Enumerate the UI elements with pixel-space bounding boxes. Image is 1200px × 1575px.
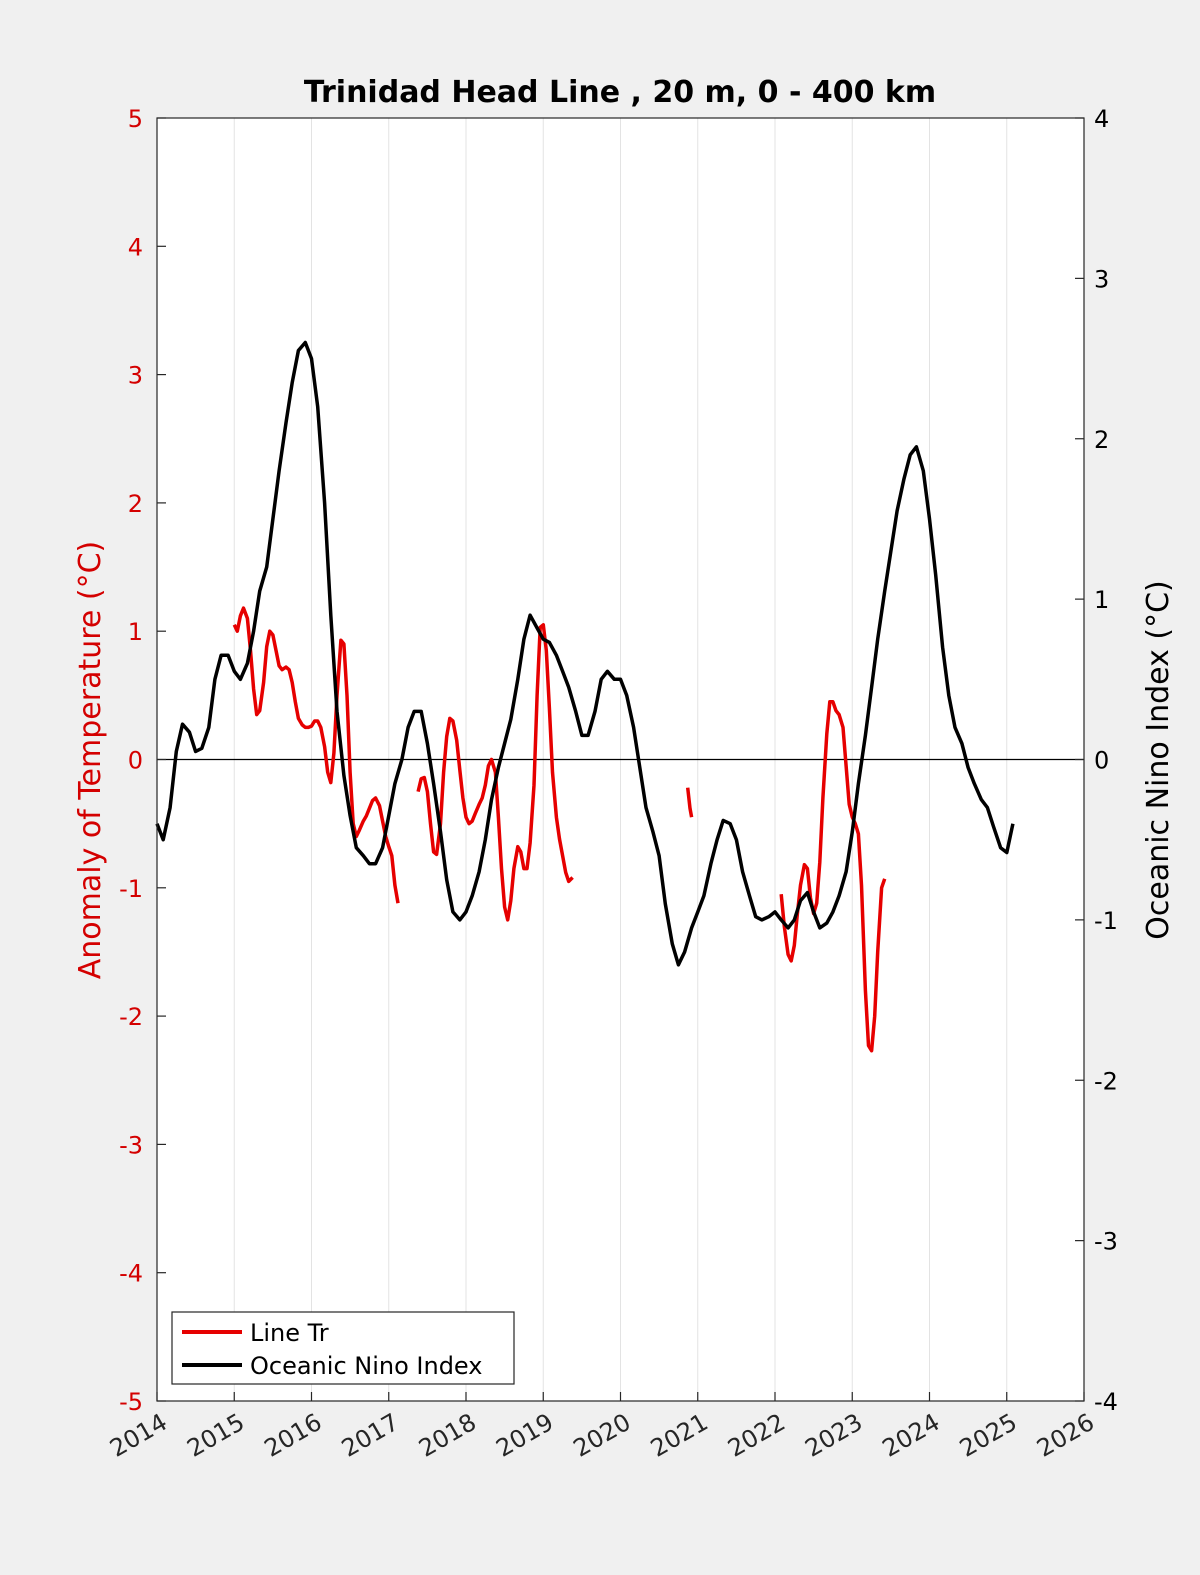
y-left-tick-label-4: 4 [128, 233, 143, 261]
y-axis-left-title: Anomaly of Temperature (°C) [73, 541, 108, 980]
x-tick-label-2015: 2015 [182, 1408, 249, 1463]
x-tick-label-2023: 2023 [800, 1408, 867, 1463]
x-tick-label-2025: 2025 [955, 1408, 1022, 1463]
series-oceanic-nino-index [155, 340, 1015, 967]
y-left-tick-label--3: -3 [119, 1131, 143, 1159]
x-tick-label-2020: 2020 [569, 1408, 636, 1463]
legend: Line Tr Oceanic Nino Index [171, 1311, 515, 1385]
y-left-tick-label-0: 0 [128, 747, 143, 775]
y-right-tick-label-1: 1 [1094, 586, 1109, 614]
legend-label-oni: Oceanic Nino Index [250, 1352, 482, 1380]
x-tick-label-2021: 2021 [646, 1408, 713, 1463]
y-right-tick-label-3: 3 [1094, 265, 1109, 293]
legend-label-line-tr: Line Tr [250, 1319, 329, 1347]
x-tick-label-2016: 2016 [260, 1408, 327, 1463]
series-line-tr-segment-2 [685, 787, 694, 818]
legend-box [171, 1311, 515, 1385]
y-right-tick-label-4: 4 [1094, 105, 1109, 133]
y-left-tick-label-3: 3 [128, 362, 143, 390]
series-group [155, 340, 1015, 1053]
y-right-tick-label--3: -3 [1094, 1228, 1118, 1256]
series-line-tr-segment-1 [416, 623, 574, 922]
chart-title: Trinidad Head Line , 20 m, 0 - 400 km [304, 75, 936, 110]
y-left-tick-label--5: -5 [119, 1388, 143, 1416]
y-left-tick-label--1: -1 [119, 875, 143, 903]
series-line-tr-segment-0 [232, 606, 400, 904]
y-right-tick-label--4: -4 [1094, 1388, 1118, 1416]
y-left-tick-label-5: 5 [128, 105, 143, 133]
x-tick-label-2014: 2014 [105, 1408, 172, 1463]
x-tick-label-2026: 2026 [1032, 1408, 1099, 1463]
y-right-tick-label-0: 0 [1094, 747, 1109, 775]
y-axis-right-title: Oceanic Nino Index (°C) [1141, 580, 1176, 940]
y-left-tick-label-2: 2 [128, 490, 143, 518]
x-tick-label-2019: 2019 [491, 1408, 558, 1463]
y-right-tick-label--2: -2 [1094, 1067, 1118, 1095]
y-left-tick-label-1: 1 [128, 618, 143, 646]
x-tick-label-2022: 2022 [723, 1408, 790, 1463]
x-tick-label-2018: 2018 [414, 1408, 481, 1463]
y-right-tick-label-2: 2 [1094, 426, 1109, 454]
y-left-tick-label--2: -2 [119, 1003, 143, 1031]
x-tick-label-2024: 2024 [878, 1408, 945, 1463]
x-tick-label-2017: 2017 [337, 1408, 404, 1463]
y-right-tick-label--1: -1 [1094, 907, 1118, 935]
y-left-tick-label--4: -4 [119, 1260, 143, 1288]
